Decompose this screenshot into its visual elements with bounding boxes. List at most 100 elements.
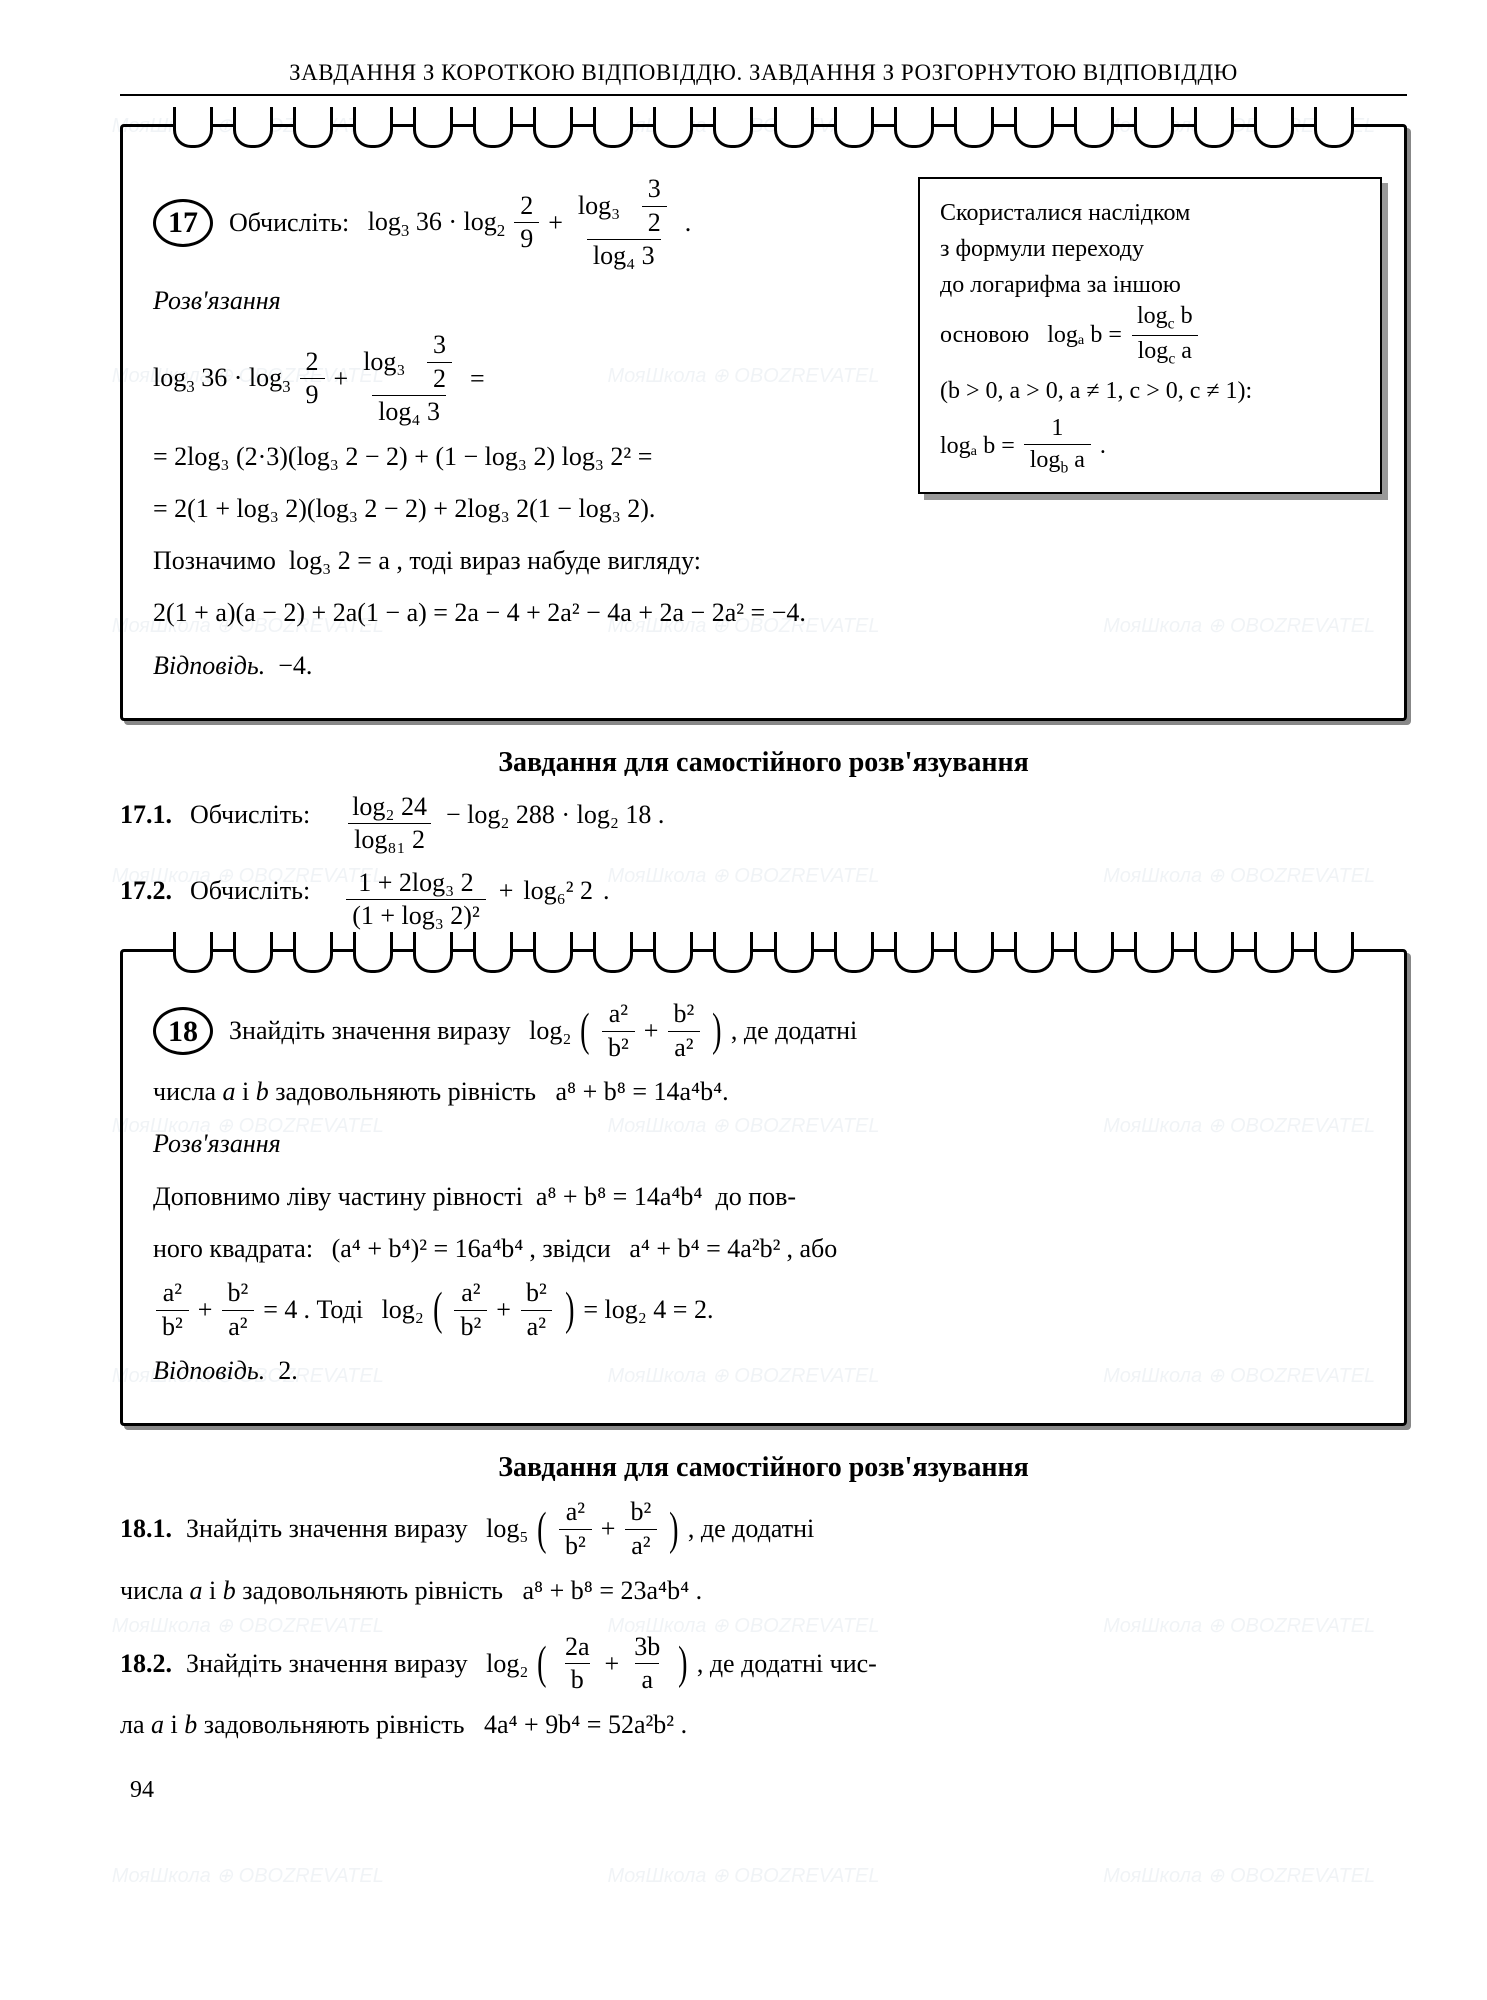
math-text: = log₂ 4 = 2. xyxy=(583,1288,713,1332)
solution-step: = 2(1 + log₃ 2)(log₃ 2 − 2) + 2log₃ 2(1 … xyxy=(153,487,963,531)
paren-icon: ) xyxy=(565,1291,574,1328)
hint-text: основою xyxy=(940,317,1029,353)
denominator: logb a xyxy=(1024,444,1091,477)
math-text: logₐ b = xyxy=(940,428,1015,464)
denominator: b² xyxy=(602,1031,635,1063)
numerator: log₃ 32 xyxy=(357,331,461,395)
hint-line: Скористалися наслідком xyxy=(940,195,1360,231)
math-text: = xyxy=(470,357,485,401)
text: . Тоді xyxy=(303,1288,363,1332)
math-text: + xyxy=(499,869,514,913)
fraction: a²b² xyxy=(454,1279,487,1341)
ring-icon xyxy=(713,107,753,148)
text: і xyxy=(242,1077,249,1106)
problem-number-badge: 17 xyxy=(153,199,213,247)
text: числа xyxy=(120,1576,183,1605)
ring-icon xyxy=(293,107,333,148)
numerator: log₂ 24 xyxy=(346,793,433,824)
substitution-line: Позначимо log₃ 2 = a , тоді вираз набуде… xyxy=(153,539,963,583)
ring-icon xyxy=(593,932,633,973)
ring-icon xyxy=(954,932,994,973)
ring-icon xyxy=(774,107,814,148)
ring-icon xyxy=(533,932,573,973)
problem-18-box: 18 Знайдіть значення виразу log₂ ( a²b² … xyxy=(120,949,1407,1426)
math-text: log₃ 2 = a xyxy=(289,546,390,575)
denominator: a² xyxy=(521,1310,552,1342)
math-text: − log₂ 288 · log₂ 18 . xyxy=(446,793,664,837)
math-text: log3 36 · log2 xyxy=(368,200,506,246)
text: задовольняють рівність xyxy=(275,1077,536,1106)
compute-label: Обчисліть: xyxy=(190,793,310,837)
ring-icon xyxy=(233,932,273,973)
math-var: a xyxy=(223,1077,236,1106)
numerator: log₃ 32 xyxy=(572,175,676,239)
denominator: 9 xyxy=(514,222,539,254)
fraction: 29 xyxy=(300,348,325,410)
ring-icon xyxy=(353,107,393,148)
paren-icon: ) xyxy=(669,1511,678,1548)
text: , або xyxy=(786,1227,837,1271)
fraction: a²b² xyxy=(602,1000,635,1062)
text: , тоді вираз набуде вигляду: xyxy=(396,546,701,575)
math-text: log₂ xyxy=(529,1009,571,1053)
math-text: + xyxy=(198,1288,213,1332)
numerator: b² xyxy=(520,1279,553,1310)
math-text: log₆² 2 xyxy=(523,869,593,913)
numerator: 3b xyxy=(628,1633,666,1664)
math-text: log₂ xyxy=(382,1288,424,1332)
fraction: 2ab xyxy=(559,1633,596,1695)
ring-icon xyxy=(473,107,513,148)
solution-step: ного квадрата: (a⁴ + b⁴)² = 16a⁴b⁴ , зві… xyxy=(153,1227,1374,1271)
text: задовольняють рівність xyxy=(242,1576,503,1605)
text: , де додатні xyxy=(688,1507,814,1551)
ring-icon xyxy=(653,107,693,148)
denominator: 2 xyxy=(427,362,452,394)
ring-icon xyxy=(293,932,333,973)
ring-icon xyxy=(1314,107,1354,148)
hint-formula-1: основою logₐ b = logc b logc a xyxy=(940,303,1360,367)
math-var: a xyxy=(151,1710,164,1739)
task-18-1: 18.1. Знайдіть значення виразу log₅ ( a²… xyxy=(120,1498,1407,1612)
solution-step: a²b² + b²a² = 4 . Тоді log₂ ( a²b² + b²a… xyxy=(153,1279,1374,1341)
text: ного квадрата: xyxy=(153,1227,313,1271)
denominator: 2 xyxy=(642,206,667,238)
ring-icon xyxy=(353,932,393,973)
ring-icon xyxy=(233,107,273,148)
problem-condition: числа a і b задовольняють рівність a⁸ + … xyxy=(153,1070,1374,1114)
text: ла xyxy=(120,1710,145,1739)
task-label: 18.2. xyxy=(120,1642,180,1686)
task-17-1: 17.1. Обчисліть: log₂ 24 log₈₁ 2 − log₂ … xyxy=(120,793,1407,855)
solution-label: Розв'язання xyxy=(153,279,963,323)
fraction: b²a² xyxy=(520,1279,553,1341)
ring-icon xyxy=(1314,932,1354,973)
ring-icon xyxy=(653,932,693,973)
ring-icon xyxy=(1014,107,1054,148)
denominator: a² xyxy=(625,1529,656,1561)
math-text: log₂ xyxy=(486,1642,528,1686)
ring-icon xyxy=(413,107,453,148)
denominator: log₈₁ 2 xyxy=(348,823,431,855)
numerator: a² xyxy=(157,1279,188,1310)
text: , де додатні xyxy=(731,1009,857,1053)
denominator: 9 xyxy=(300,378,325,410)
text: числа xyxy=(153,1077,216,1106)
text: Позначимо xyxy=(153,546,276,575)
math-text: 4a⁴ + 9b⁴ = 52a²b² . xyxy=(484,1710,687,1739)
fraction: b²a² xyxy=(221,1279,254,1341)
ring-icon xyxy=(954,107,994,148)
denominator: log₄ 3 xyxy=(587,239,661,271)
denominator: a² xyxy=(222,1310,253,1342)
answer-value: −4. xyxy=(278,651,312,680)
math-text: a⁸ + b⁸ = 14a⁴b⁴ xyxy=(555,1077,722,1106)
answer-value: 2. xyxy=(278,1356,298,1385)
problem-statement: 17 Обчисліть: log3 36 · log2 29 + log₃ 3… xyxy=(153,175,963,271)
ring-icon xyxy=(1134,107,1174,148)
ring-icon xyxy=(1194,932,1234,973)
math-var: b xyxy=(184,1710,197,1739)
fraction: log₃ 32 log₄ 3 xyxy=(572,175,676,271)
fraction: 32 xyxy=(427,331,452,393)
math-var: b xyxy=(223,1576,236,1605)
ring-icon xyxy=(834,107,874,148)
ring-icon xyxy=(1194,107,1234,148)
compute-label: Обчисліть: xyxy=(190,869,310,913)
